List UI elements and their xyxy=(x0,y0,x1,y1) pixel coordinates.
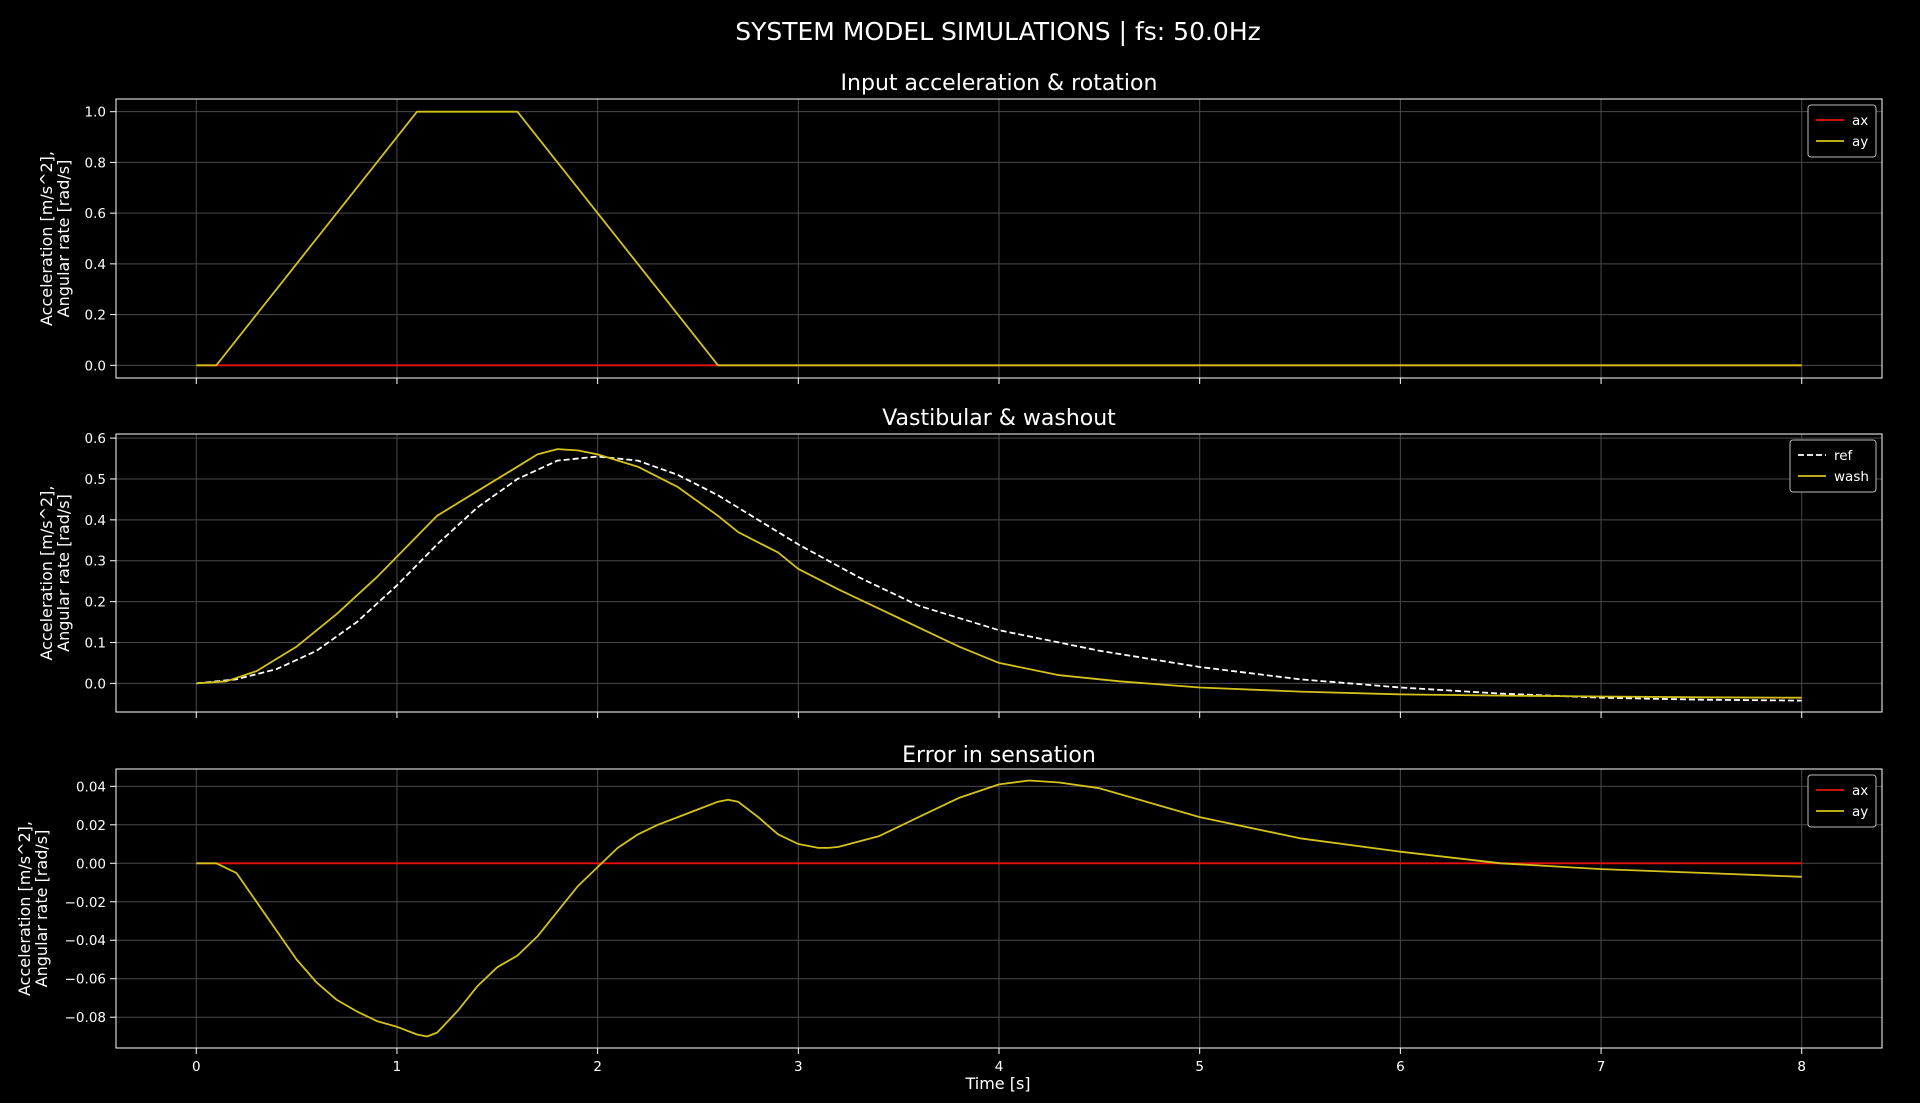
subplot-3: 0 1 2 3 4 5 6 7 8 −0.08 −0.06 −0.04 −0.02 0.00 0.02 0.0… xyxy=(15,743,1883,1075)
y-tick-label: −0.08 xyxy=(65,1010,106,1026)
subplot-title: Input acceleration & rotation xyxy=(841,71,1158,96)
x-tick-label: 2 xyxy=(593,1059,602,1075)
y-axis-label: Angular rate [rad/s] xyxy=(54,494,73,652)
y-axis-label: Acceleration [m/s^2], xyxy=(37,486,56,661)
series-line-ay xyxy=(196,110,1802,367)
y-tick-label: 0.1 xyxy=(85,636,106,652)
y-axis-label: Angular rate [rad/s] xyxy=(32,830,51,988)
y-tick-label: 0.02 xyxy=(76,818,106,834)
y-axis-label: Angular rate [rad/s] xyxy=(54,160,73,318)
legend-box xyxy=(1807,774,1877,828)
y-tick-label: 0.4 xyxy=(85,257,106,273)
y-tick-label: 0.6 xyxy=(85,206,106,222)
legend-label-ay: ay xyxy=(1852,134,1868,150)
series-line-ay xyxy=(196,779,1802,1038)
y-axis-label: Acceleration [m/s^2], xyxy=(37,151,56,326)
figure-title: SYSTEM MODEL SIMULATIONS | fs: 50.0Hz xyxy=(735,17,1261,46)
legend-label-ay: ay xyxy=(1852,804,1868,820)
y-tick-label: −0.04 xyxy=(65,933,106,949)
x-tick-label: 7 xyxy=(1597,1059,1606,1075)
legend: ref wash xyxy=(1789,439,1877,493)
subplot-title: Vastibular & washout xyxy=(882,406,1116,431)
legend-label-ax: ax xyxy=(1852,113,1868,129)
x-tick-label: 8 xyxy=(1797,1059,1806,1075)
y-tick-label: 0.04 xyxy=(76,779,106,795)
series-line-ref xyxy=(196,455,1802,702)
x-tick-label: 0 xyxy=(192,1059,201,1075)
y-tick-label: 0.6 xyxy=(85,431,106,447)
y-tick-label: −0.06 xyxy=(65,972,106,988)
y-tick-label: −0.02 xyxy=(65,895,106,911)
y-tick-label: 0.2 xyxy=(85,308,106,324)
y-tick-label: 1.0 xyxy=(85,105,106,121)
subplot-title: Error in sensation xyxy=(902,743,1096,768)
y-tick-label: 0.8 xyxy=(85,155,106,171)
legend-label-ref: ref xyxy=(1834,448,1854,464)
subplot-1: 0.0 0.2 0.4 0.6 0.8 1.0 Input acceleration & r… xyxy=(37,71,1883,384)
legend-box xyxy=(1789,439,1877,493)
x-tick-label: 6 xyxy=(1396,1059,1405,1075)
axes-frame xyxy=(115,98,1883,379)
y-tick-label: 0.2 xyxy=(85,595,106,611)
y-axis-label: Acceleration [m/s^2], xyxy=(15,821,34,996)
legend-label-ax: ax xyxy=(1852,783,1868,799)
series-line-wash xyxy=(196,448,1802,699)
legend-label-wash: wash xyxy=(1834,469,1869,485)
y-tick-label: 0.4 xyxy=(85,513,106,529)
y-tick-label: 0.3 xyxy=(85,554,106,570)
subplot-2: 0.0 0.1 0.2 0.3 0.4 0.5 0.6 Vastibular & washou… xyxy=(37,406,1883,718)
axes-frame xyxy=(115,768,1883,1049)
x-axis-label: Time [s] xyxy=(964,1074,1030,1093)
legend-box xyxy=(1807,104,1877,158)
x-tick-label: 5 xyxy=(1195,1059,1204,1075)
plots-container: 0.0 0.2 0.4 0.6 0.8 1.0 Input acceleration & r… xyxy=(15,71,1883,1075)
y-tick-label: 0.00 xyxy=(76,856,106,872)
x-tick-label: 1 xyxy=(393,1059,402,1075)
x-tick-label: 3 xyxy=(794,1059,803,1075)
legend: ax ay xyxy=(1807,774,1877,828)
axes-frame xyxy=(115,433,1883,713)
legend: ax ay xyxy=(1807,104,1877,158)
x-tick-label: 4 xyxy=(995,1059,1004,1075)
y-tick-label: 0.0 xyxy=(85,358,106,374)
y-tick-label: 0.0 xyxy=(85,676,106,692)
y-tick-label: 0.5 xyxy=(85,472,106,488)
